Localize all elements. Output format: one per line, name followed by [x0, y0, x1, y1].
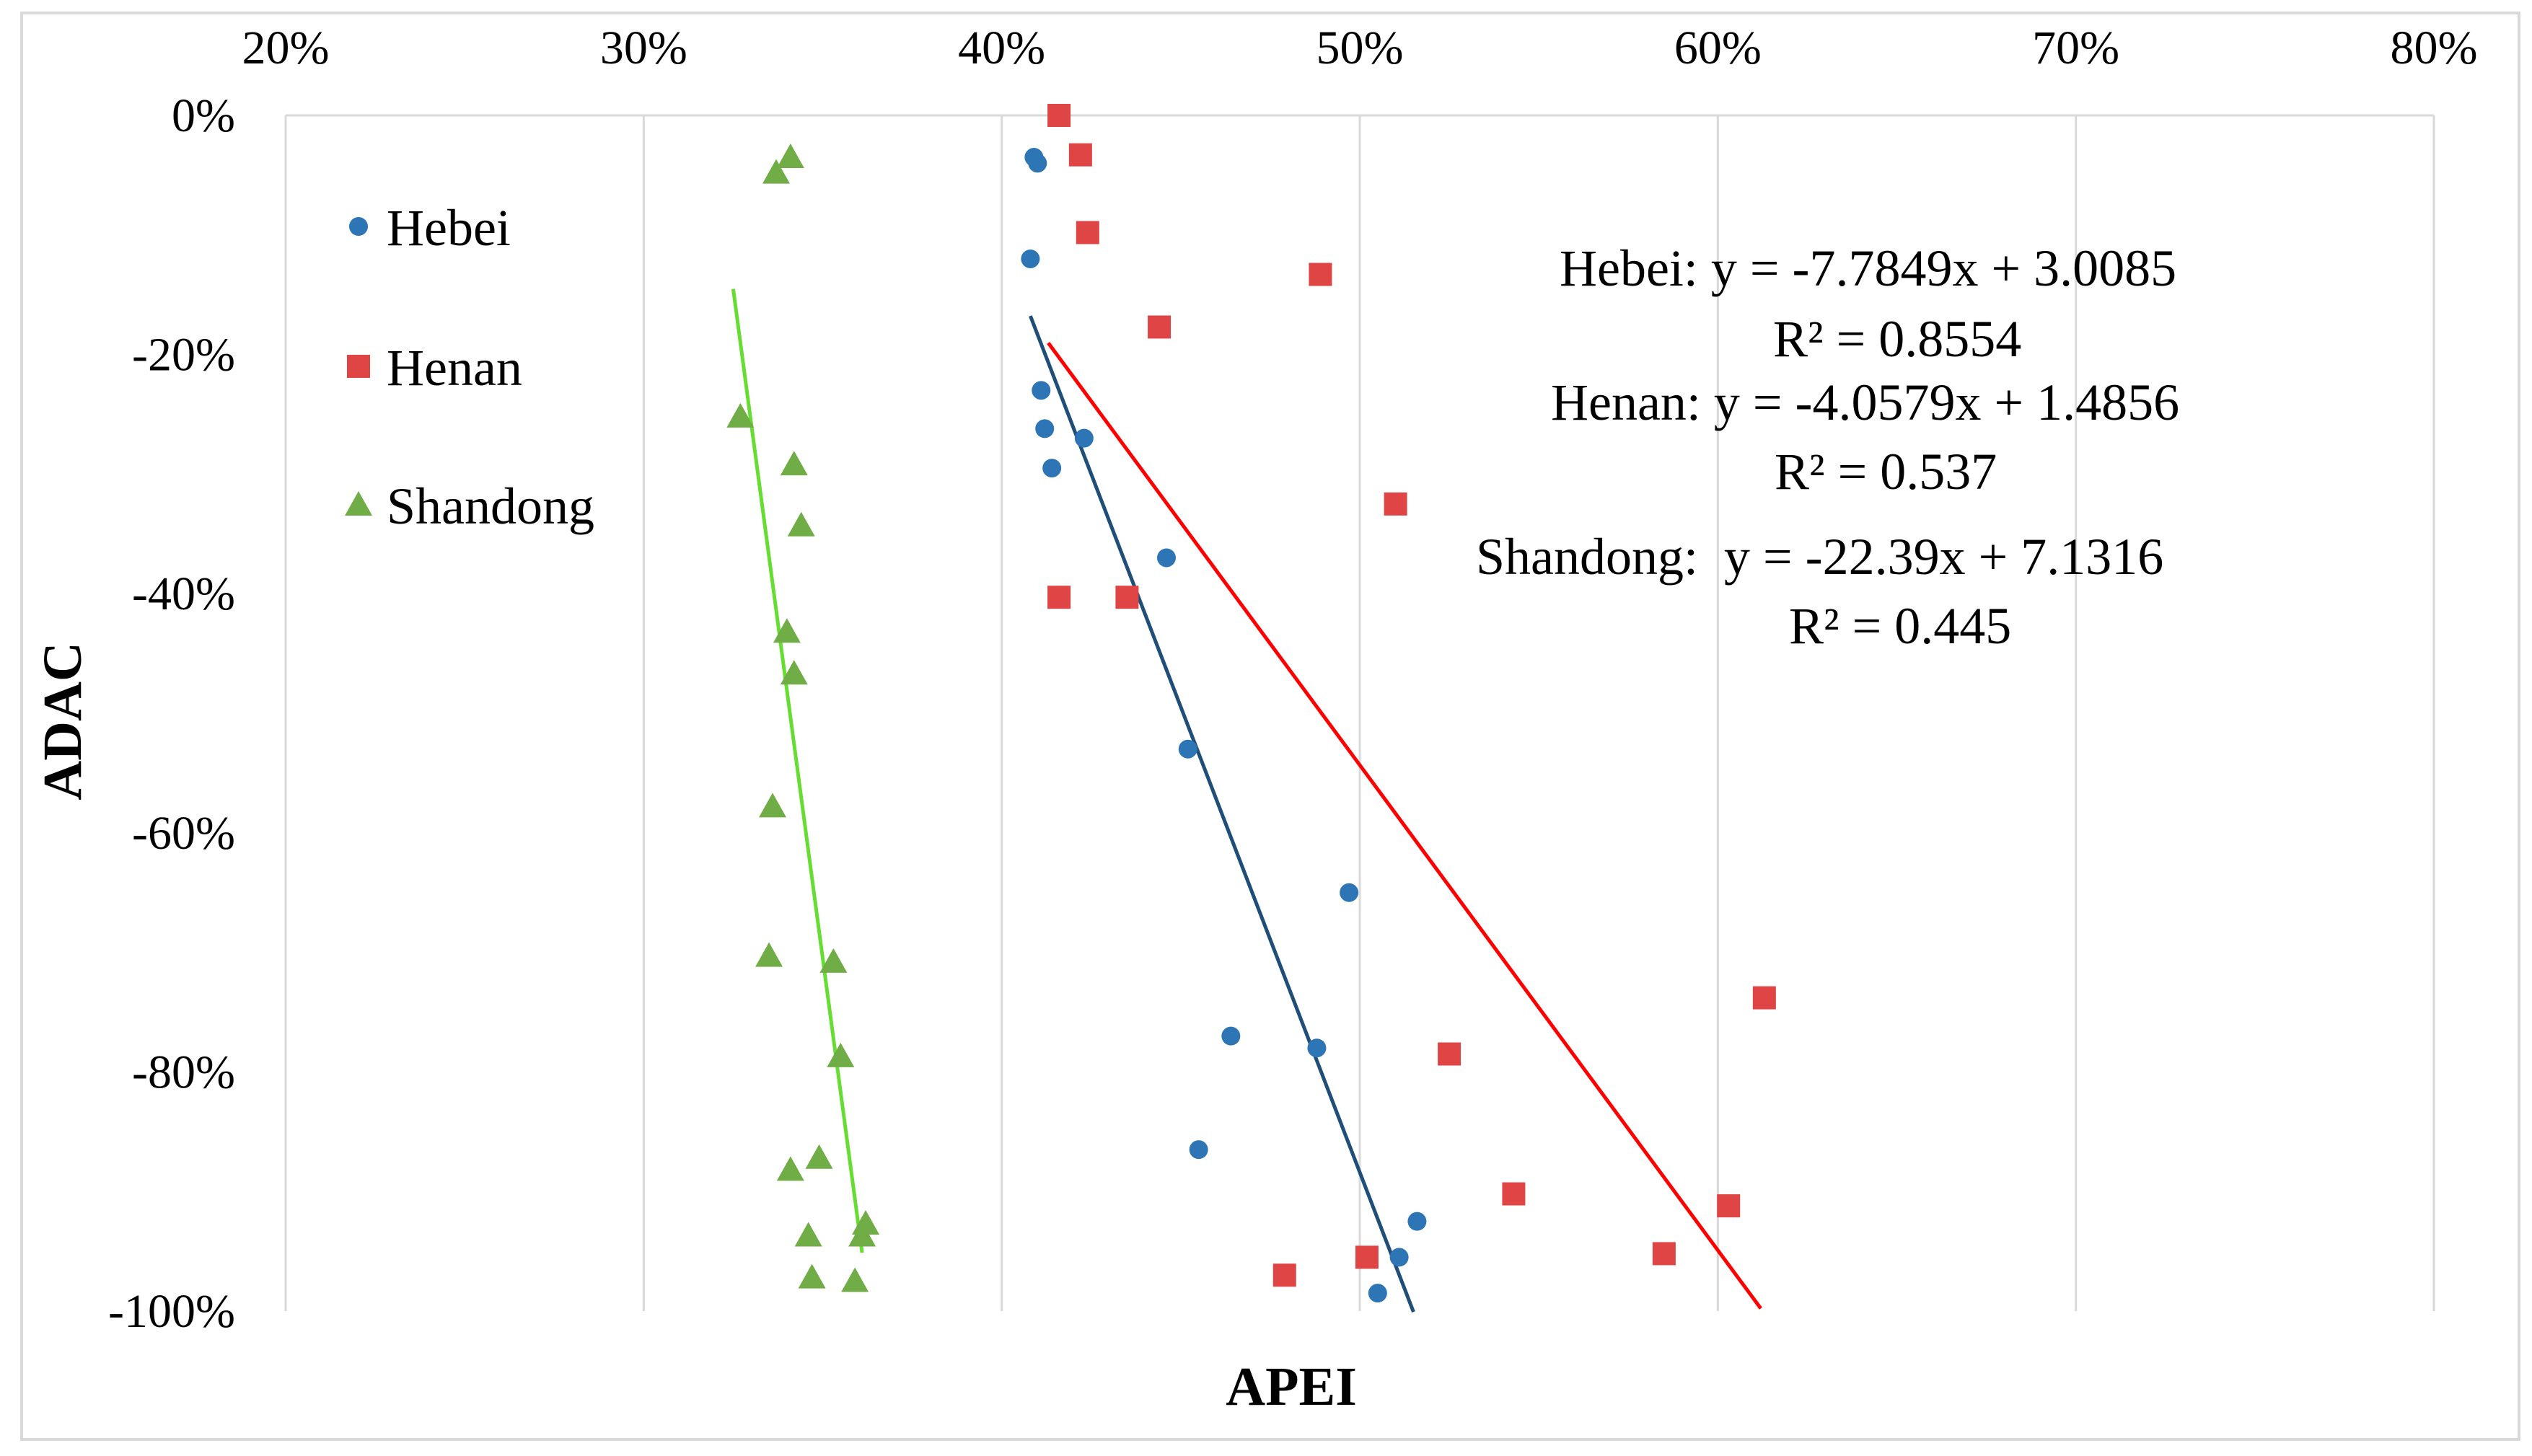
x-tick-label: 70%: [2032, 22, 2119, 74]
hebei-point: [1074, 428, 1094, 448]
henan-point: [1355, 1245, 1379, 1269]
shandong-point: [819, 948, 848, 973]
shandong-point: [755, 942, 783, 967]
henan-point: [1717, 1194, 1741, 1218]
henan-point: [1438, 1042, 1461, 1066]
equation-hebei: Hebei: y = -7.7849x + 3.0085: [1560, 239, 2176, 297]
hebei-point: [1021, 249, 1040, 268]
henan-point: [1047, 586, 1071, 609]
legend-marker-henan: [347, 355, 370, 378]
x-tick-label: 60%: [1674, 22, 1762, 74]
y-tick-label: -40%: [132, 568, 235, 620]
x-tick-label: 20%: [242, 22, 330, 74]
shandong-point: [726, 402, 755, 428]
henan-point: [1752, 986, 1776, 1010]
y-tick-label: 0%: [172, 89, 235, 142]
trendline-shandong: [731, 288, 864, 1253]
shandong-point: [759, 793, 787, 818]
shandong-point: [762, 159, 790, 184]
legend-label-hebei: Hebei: [387, 199, 511, 257]
henan-point: [1502, 1182, 1526, 1206]
hebei-point: [1035, 419, 1055, 438]
henan-point: [1384, 492, 1407, 516]
henan-point: [1115, 586, 1139, 609]
shandong-point: [776, 1156, 804, 1181]
data-points: [726, 104, 1776, 1303]
henan-point: [1148, 315, 1172, 339]
r-squared-shandong: R² = 0.445: [1789, 597, 2011, 655]
legend-label-henan: Henan: [387, 339, 522, 397]
hebei-point: [1042, 459, 1062, 478]
shandong-point: [773, 618, 801, 643]
shandong-point: [780, 451, 808, 476]
equation-shandong: Shandong: y = -22.39x + 7.1316: [1476, 528, 2163, 586]
chart-border: [20, 12, 2520, 1441]
henan-point: [1068, 143, 1092, 167]
shandong-point: [780, 660, 808, 685]
grid: [642, 115, 2435, 1311]
trendline-equations: Hebei: y = -7.7849x + 3.0085 R² = 0.8554 H…: [1476, 239, 2179, 655]
legend-label-shandong: Shandong: [387, 477, 594, 535]
axes: 20% 30% 40% 50% 60% 70% 80% 0% -20% -40% -60% -80% -…: [108, 22, 2477, 1338]
r-squared-hebei: R² = 0.8554: [1773, 310, 2021, 368]
henan-point: [1047, 104, 1071, 127]
hebei-point: [1178, 739, 1197, 759]
shandong-point: [827, 1042, 855, 1067]
legend: Hebei Henan Shandong: [345, 199, 594, 535]
y-tick-label: -80%: [132, 1046, 235, 1098]
hebei-point: [1368, 1284, 1387, 1303]
hebei-point: [1407, 1212, 1427, 1231]
legend-marker-shandong: [345, 491, 372, 516]
hebei-point: [1156, 548, 1176, 568]
trendline-hebei: [1029, 315, 1415, 1313]
r-squared-henan: R² = 0.537: [1775, 443, 1997, 500]
y-axis-title: ADAC: [32, 642, 93, 800]
shandong-point: [848, 1222, 876, 1247]
henan-point: [1272, 1263, 1296, 1287]
trendlines: [731, 288, 1762, 1313]
hebei-point: [1389, 1248, 1409, 1267]
shandong-point: [776, 144, 804, 169]
equation-henan: Henan: y = -4.0579x + 1.4856: [1551, 374, 2179, 431]
x-tick-label: 40%: [958, 22, 1045, 74]
shandong-point: [805, 1144, 833, 1169]
hebei-point: [1028, 154, 1047, 173]
y-tick-label: -100%: [108, 1285, 235, 1338]
x-tick-label: 80%: [2391, 22, 2478, 74]
x-axis-title: APEI: [1226, 1356, 1357, 1417]
hebei-point: [1189, 1140, 1208, 1160]
x-tick-label: 30%: [600, 22, 687, 74]
henan-point: [1076, 221, 1099, 244]
hebei-point: [1307, 1038, 1327, 1058]
hebei-point: [1340, 883, 1359, 902]
shandong-point: [841, 1267, 869, 1292]
henan-point: [1309, 262, 1332, 286]
x-tick-label: 50%: [1316, 22, 1404, 74]
y-tick-label: -60%: [132, 807, 235, 860]
shandong-point: [798, 1263, 826, 1289]
hebei-point: [1032, 381, 1051, 400]
legend-marker-hebei: [349, 217, 368, 236]
trendline-henan: [1047, 342, 1762, 1310]
shandong-point: [787, 511, 815, 537]
shandong-point: [794, 1222, 822, 1247]
henan-point: [1652, 1242, 1676, 1266]
y-tick-label: -20%: [132, 329, 235, 381]
hebei-point: [1221, 1026, 1241, 1046]
